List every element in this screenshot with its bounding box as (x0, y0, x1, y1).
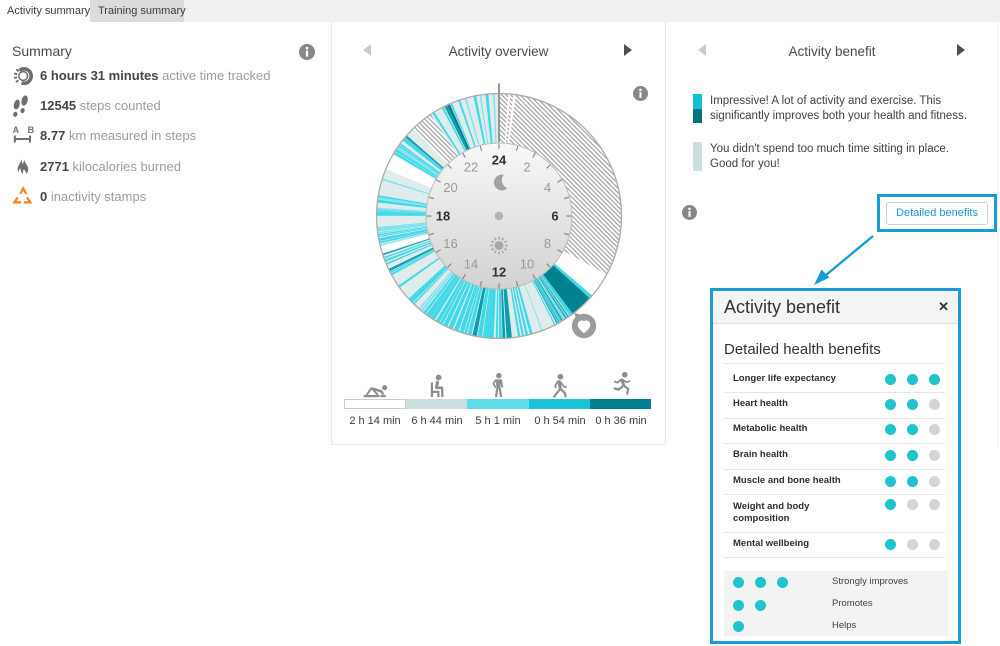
svg-text:24: 24 (492, 153, 507, 168)
svg-text:8: 8 (544, 236, 551, 251)
svg-text:2: 2 (523, 160, 530, 175)
svg-text:12: 12 (492, 265, 506, 280)
svg-text:4: 4 (544, 180, 551, 195)
svg-text:22: 22 (464, 160, 478, 175)
svg-text:10: 10 (520, 257, 534, 272)
svg-text:A: A (13, 125, 20, 135)
svg-text:6: 6 (551, 209, 558, 224)
svg-text:16: 16 (443, 236, 457, 251)
svg-text:14: 14 (464, 257, 478, 272)
svg-text:B: B (28, 125, 35, 135)
svg-text:20: 20 (443, 180, 457, 195)
svg-text:18: 18 (436, 209, 450, 224)
